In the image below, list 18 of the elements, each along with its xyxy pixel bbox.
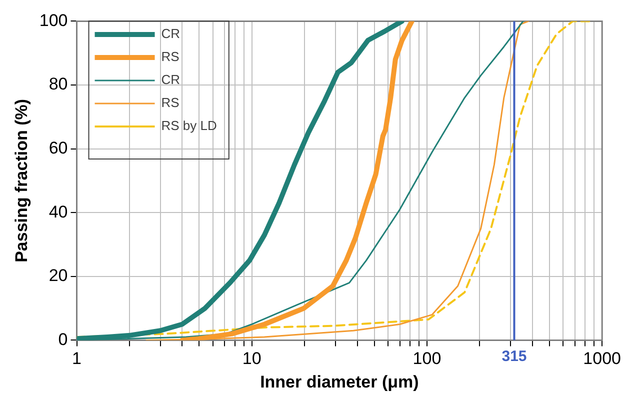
legend-label: RS xyxy=(161,49,180,64)
y-tick-label: 60 xyxy=(48,138,68,158)
legend-label: RS xyxy=(161,95,180,110)
ref-line-label: 315 xyxy=(502,348,527,365)
y-tick-label: 80 xyxy=(48,74,68,94)
x-tick-label: 1 xyxy=(72,349,82,368)
x-tick-label: 10 xyxy=(242,349,262,368)
legend-label: CR xyxy=(161,26,180,42)
x-tick-label: 1000 xyxy=(583,349,622,368)
y-axis-title: Passing fraction (%) xyxy=(12,98,31,262)
legend-label: CR xyxy=(161,72,180,88)
y-tick-label: 20 xyxy=(48,266,68,286)
x-tick-label: 100 xyxy=(412,349,442,368)
x-axis-title: Inner diameter (μm) xyxy=(260,372,419,392)
y-tick-label: 40 xyxy=(48,202,68,222)
y-tick-label: 100 xyxy=(39,10,68,30)
legend-label: RS by LD xyxy=(161,118,217,134)
y-tick-label: 0 xyxy=(58,330,68,349)
